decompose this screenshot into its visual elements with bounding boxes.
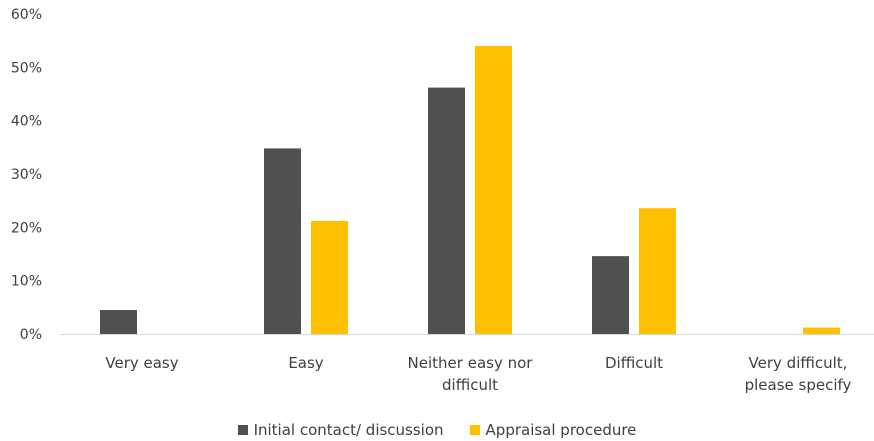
- x-tick-label: Very difficult, please specify: [745, 354, 852, 394]
- bars: [100, 46, 840, 334]
- y-tick-label: 30%: [11, 167, 42, 183]
- bar-chart: 0% 10% 20% 30% 40% 50% 60% Very easy Easy Neithe…: [11, 7, 874, 394]
- y-tick-label: 10%: [11, 274, 42, 290]
- y-tick-label: 40%: [11, 114, 42, 130]
- bar-appraisal-procedure: [311, 220, 348, 334]
- bar-appraisal-procedure: [475, 46, 512, 334]
- x-tick-label: Very easy: [105, 354, 178, 372]
- bar-initial-contact: [100, 310, 137, 334]
- legend: Initial contact/ discussion Appraisal pr…: [0, 419, 874, 441]
- bar-initial-contact: [264, 148, 301, 334]
- y-tick-label: 0%: [20, 327, 42, 343]
- y-tick-label: 50%: [11, 60, 42, 76]
- y-tick-label: 60%: [11, 7, 42, 23]
- x-tick-label: Difficult: [605, 354, 663, 372]
- x-tick-label: Neither easy nor difficult: [408, 354, 534, 394]
- bar-initial-contact: [592, 256, 629, 334]
- bar-initial-contact: [428, 87, 465, 334]
- legend-item-appraisal-procedure: Appraisal procedure: [469, 421, 637, 439]
- x-axis: Very easy Easy Neither easy nor difficult Di…: [105, 354, 851, 394]
- x-tick-label: Easy: [288, 354, 323, 372]
- y-tick-label: 20%: [11, 220, 42, 236]
- bar-appraisal-procedure: [803, 327, 840, 334]
- legend-label-appraisal-procedure: Appraisal procedure: [485, 421, 637, 439]
- bar-appraisal-procedure: [639, 208, 676, 334]
- legend-swatch-initial-contact: [237, 425, 248, 435]
- y-axis: 0% 10% 20% 30% 40% 50% 60%: [11, 7, 42, 343]
- legend-label-initial-contact: Initial contact/ discussion: [253, 421, 444, 439]
- legend-item-initial-contact: Initial contact/ discussion: [237, 421, 444, 439]
- legend-swatch-appraisal-procedure: [469, 425, 480, 435]
